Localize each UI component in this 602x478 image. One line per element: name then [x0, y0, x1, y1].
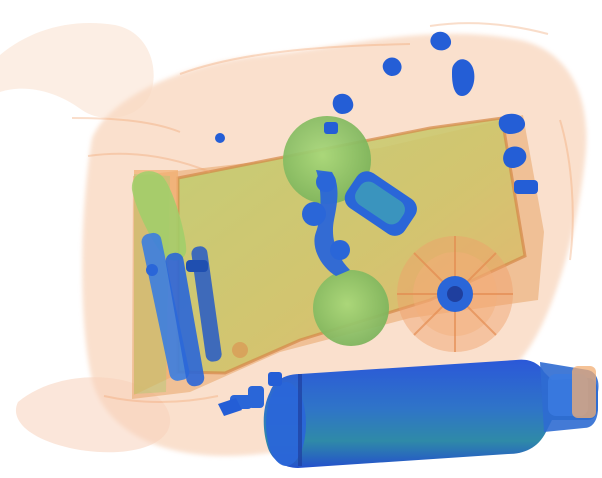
organic-contours [71, 22, 574, 403]
left-device [131, 171, 264, 409]
round-containers [283, 116, 417, 346]
fan-disk [397, 236, 513, 352]
round-container-top [283, 116, 371, 204]
small-metal-parts [215, 31, 538, 416]
thermos-bottle [263, 359, 599, 468]
round-container-bottom [313, 270, 389, 346]
